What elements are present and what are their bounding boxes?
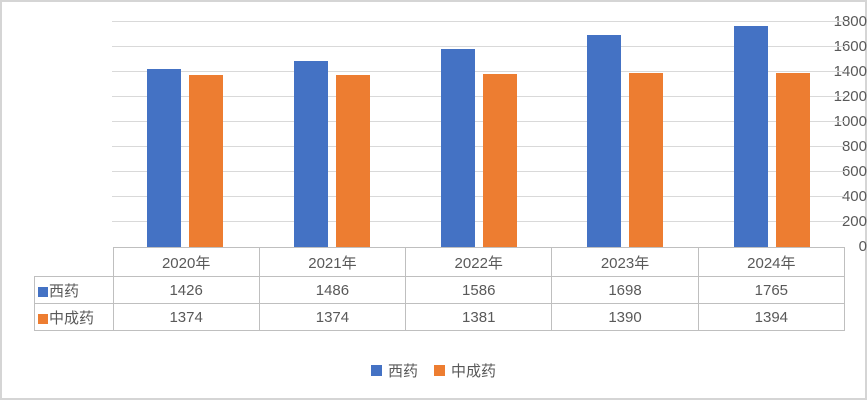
table-value-cell: 1390 [551,303,699,331]
bar-s1-c0 [189,75,224,248]
table-data-row: 西药 1426 1486 1586 1698 1765 [34,276,846,304]
legend-label: 中成药 [451,363,497,380]
legend-item: 中成药 [434,360,496,381]
series-name: 西药 [49,282,80,300]
bar-s0-c4 [733,26,768,247]
table-header-cell: 2020年 [112,247,260,277]
bar-s0-c0 [147,68,182,248]
bar-s1-c3 [629,73,664,248]
bar-s0-c1 [293,61,328,248]
table-value-cell: 1374 [112,303,260,331]
data-table: 2020年 2021年 2022年 2023年 2024年 西药 1426 1486 1586 1… [34,247,846,331]
table-header-row: 2020年 2021年 2022年 2023年 2024年 [35,247,846,277]
legend-swatch [434,365,445,376]
table-row-label: 中成药 [34,303,114,331]
grid-line [112,121,845,122]
legend-label: 西药 [387,363,418,380]
table-header-cell: 2023年 [551,247,699,277]
table-value-cell: 1374 [258,303,407,331]
y-axis-tick-label: 400 [841,188,867,205]
grid-line [112,21,845,22]
y-axis-tick-label: 0 [858,238,867,255]
bar-s0-c3 [587,34,622,248]
legend-item: 西药 [370,360,418,381]
table-value-cell: 1381 [405,303,553,331]
y-axis-tick-label: 200 [841,213,867,230]
y-axis-tick-label: 800 [841,138,867,155]
grid-line [112,171,845,172]
table-data-row: 中成药 1374 1374 1381 1390 1394 [34,303,846,331]
table-row-label: 西药 [34,276,114,304]
grid-line [112,221,845,222]
table-header-cell: 2021年 [258,247,407,277]
series-key-swatch [38,286,48,297]
grid-line [112,46,845,47]
grid-line [112,146,845,147]
legend-swatch [370,365,382,376]
table-corner-cell [35,248,114,277]
table-value-cell: 1586 [405,276,553,304]
y-axis-tick-label: 1600 [833,38,867,55]
grid-line [112,96,845,97]
y-axis-tick-label: 600 [841,163,867,180]
table-value-cell: 1486 [258,276,407,304]
y-axis-tick-label: 1200 [833,88,867,105]
table-header-cell: 2022年 [405,247,553,277]
table-value-cell: 1765 [697,276,846,304]
series-name: 中成药 [49,309,95,327]
table-header-cell: 2024年 [697,247,846,277]
table-value-cell: 1426 [112,276,260,304]
y-axis-tick-label: 1000 [833,113,867,130]
bar-s1-c2 [482,74,517,247]
y-axis-tick-label: 1400 [833,63,867,80]
bar-s1-c1 [335,75,370,248]
bar-s1-c4 [775,72,810,248]
grid-line [112,196,845,197]
y-axis-tick-label: 1800 [833,13,867,30]
series-key-swatch [38,313,48,324]
legend: 西药 中成药 [0,360,867,381]
table-value-cell: 1698 [551,276,699,304]
bar-s0-c2 [440,48,475,248]
table-value-cell: 1394 [697,303,846,331]
grid-line [112,71,845,72]
